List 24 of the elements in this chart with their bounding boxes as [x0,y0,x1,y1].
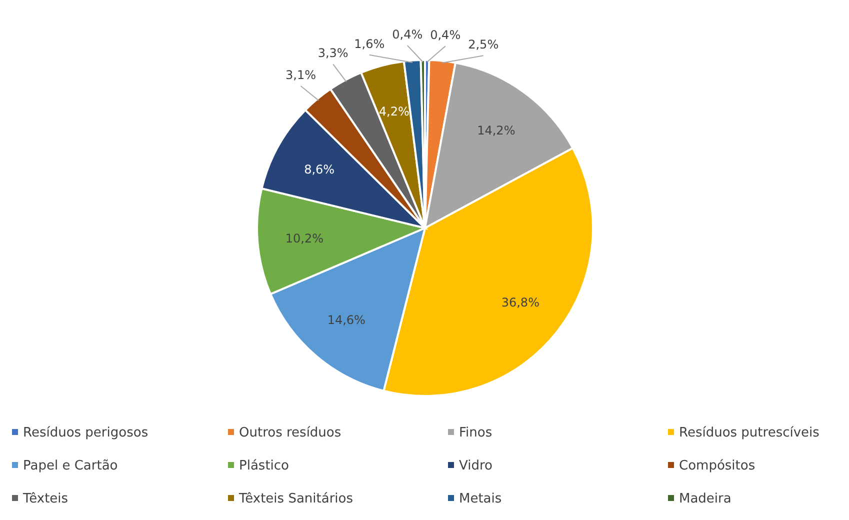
data-label: 8,6% [304,162,335,176]
legend-label: Madeira [679,492,732,507]
data-label: 4,2% [378,104,410,118]
legend-label: Compósitos [679,458,756,474]
data-label: 14,2% [477,123,516,138]
data-label: 14,6% [327,313,366,328]
legend-label: Resíduos putrescíveis [679,426,820,441]
legend-label: Metais [459,492,502,507]
legend-label: Outros resíduos [239,426,342,441]
legend-label: Têxteis [22,492,68,507]
data-label: 3,3% [318,46,348,60]
legend-label: Têxteis Sanitários [238,492,354,507]
legend-label: Plástico [239,458,290,474]
data-label: 10,2% [285,231,324,246]
data-label: 0,4% [392,27,423,42]
legend-label: Papel e Cartão [23,458,118,474]
data-label: 2,5% [468,38,499,52]
data-label: 1,6% [354,36,385,51]
legend-label: Vidro [459,458,493,474]
data-label: 0,4% [430,28,461,42]
legend-label: Finos [459,426,492,441]
data-label: 3,1% [286,68,316,82]
data-label: 36,8% [501,296,540,310]
legend-label: Resíduos perigosos [23,426,148,441]
